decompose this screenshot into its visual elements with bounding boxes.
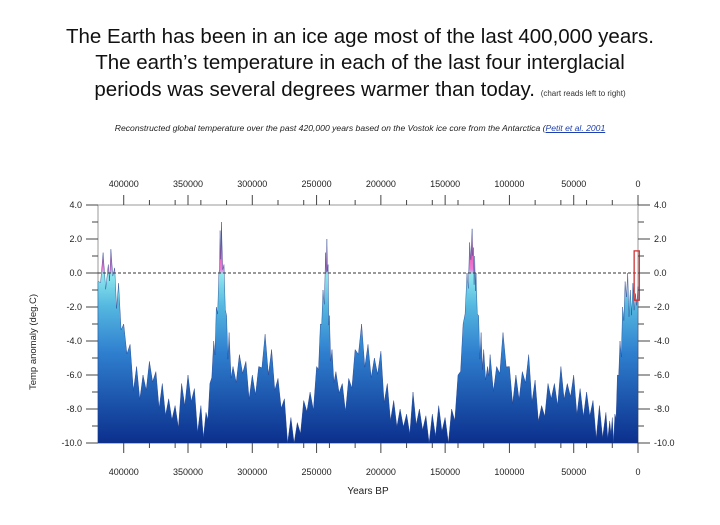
x-tick-label-bottom: 300000 (237, 467, 267, 477)
y-tick-label-right: 4.0 (654, 200, 667, 210)
x-tick-label-top: 300000 (237, 179, 267, 189)
x-tick-label-top: 100000 (494, 179, 524, 189)
headline-line-1: The Earth has been in an ice age most of… (65, 25, 655, 48)
y-axis-label: Temp anomaly (deg.C) (28, 294, 39, 390)
y-tick-label-right: 2.0 (654, 234, 667, 244)
plot-area (97, 221, 640, 444)
y-tick-label-right: -6.0 (654, 370, 670, 380)
x-tick-label-bottom: 150000 (430, 467, 460, 477)
x-tick-label-bottom: 100000 (494, 467, 524, 477)
chart-source-caption: Reconstructed global temperature over th… (0, 123, 720, 133)
x-tick-label-bottom: 50000 (561, 467, 586, 477)
y-tick-label-right: -2.0 (654, 302, 670, 312)
headline-line-3: periods was several degrees warmer than … (0, 77, 720, 107)
y-tick-label-left: -10.0 (61, 438, 82, 448)
y-tick-label-left: 4.0 (69, 200, 82, 210)
reading-direction-note: (chart reads left to right) (540, 89, 626, 98)
x-tick-label-bottom: 350000 (173, 467, 203, 477)
y-tick-label-left: -6.0 (66, 370, 82, 380)
x-tick-label-top: 150000 (430, 179, 460, 189)
x-tick-label-top: 350000 (173, 179, 203, 189)
x-axis-label: Years BP (347, 486, 389, 497)
x-tick-label-bottom: 0 (635, 467, 640, 477)
y-tick-label-left: 0.0 (69, 268, 82, 278)
y-tick-label-left: -8.0 (66, 404, 82, 414)
x-tick-label-bottom: 400000 (109, 467, 139, 477)
headline-line-2: The earth’s temperature in each of the l… (95, 51, 625, 74)
y-tick-label-right: -8.0 (654, 404, 670, 414)
x-tick-label-top: 50000 (561, 179, 586, 189)
x-tick-label-bottom: 250000 (302, 467, 332, 477)
x-tick-label-top: 250000 (302, 179, 332, 189)
y-tick-label-right: -4.0 (654, 336, 670, 346)
x-tick-label-top: 0 (635, 179, 640, 189)
x-tick-label-bottom: 200000 (366, 467, 396, 477)
citation-link[interactable]: Petit et al. 2001 (545, 123, 606, 133)
y-tick-label-right: -10.0 (654, 438, 675, 448)
axes-group: 400000 400000 350000 350000 300000 300000 2500… (61, 179, 674, 477)
caption-text: Reconstructed global temperature over th… (114, 123, 546, 133)
present-day-highlight-box (633, 250, 640, 301)
headline-line-3-text: periods was several degrees warmer than … (94, 78, 535, 101)
x-tick-label-top: 400000 (109, 179, 139, 189)
y-tick-label-left: -2.0 (66, 302, 82, 312)
y-tick-label-left: 2.0 (69, 234, 82, 244)
temperature-area-series (97, 221, 639, 444)
y-tick-label-left: -4.0 (66, 336, 82, 346)
x-tick-label-top: 200000 (366, 179, 396, 189)
y-tick-label-right: 0.0 (654, 268, 667, 278)
